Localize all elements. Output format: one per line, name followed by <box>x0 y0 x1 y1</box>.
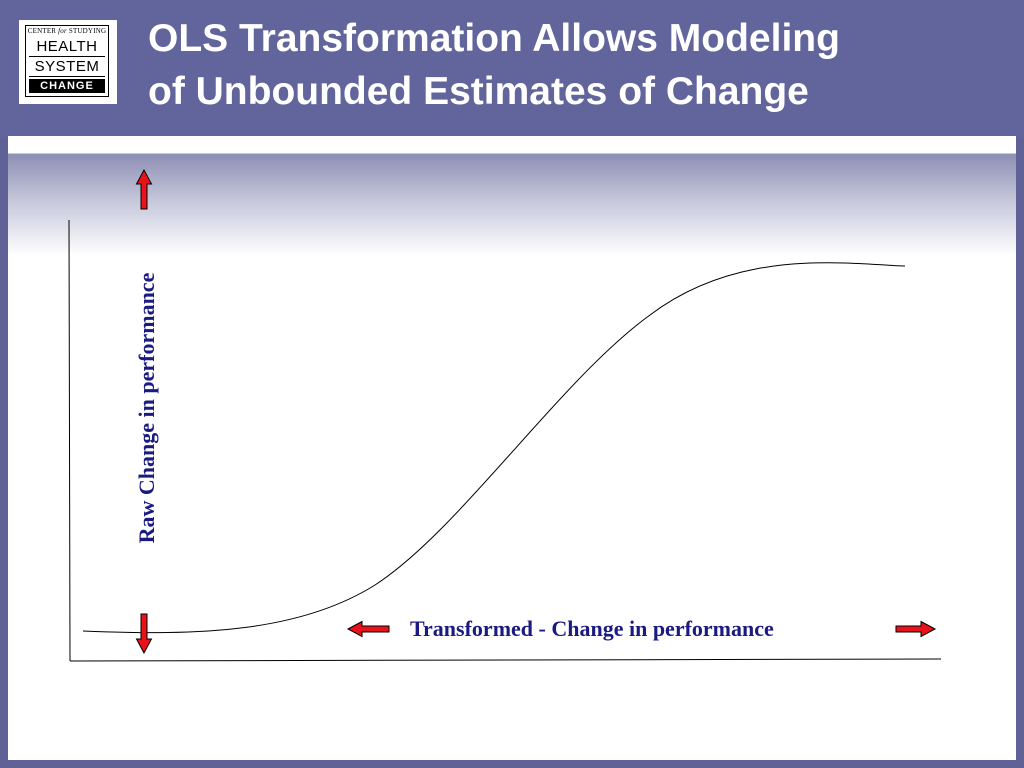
content-gradient-band <box>8 154 1016 256</box>
content-top-bar <box>8 136 1016 154</box>
x-axis-label: Transformed - Change in performance <box>410 616 774 641</box>
logo-frame: CENTER for STUDYING HEALTH SYSTEM CHANGE <box>25 25 109 97</box>
logo-divider <box>29 56 105 57</box>
arrow-up-icon <box>135 168 153 210</box>
title-line-2: of Unbounded Estimates of Change <box>148 70 809 113</box>
arrow-down-icon <box>135 613 153 655</box>
y-axis-line <box>68 219 71 662</box>
logo-top-text: CENTER for STUDYING <box>27 27 107 35</box>
arrow-left-icon <box>346 620 390 638</box>
logo-system: SYSTEM <box>34 58 100 75</box>
hsc-logo: CENTER for STUDYING HEALTH SYSTEM CHANGE <box>19 20 117 104</box>
slide-content-area <box>8 136 1016 760</box>
logo-change: CHANGE <box>29 79 105 93</box>
slide-header: CENTER for STUDYING HEALTH SYSTEM CHANGE… <box>0 0 1024 138</box>
title-line-1: OLS Transformation Allows Modeling <box>148 17 840 60</box>
sigmoid-curve <box>82 262 906 634</box>
arrow-right-icon <box>895 620 937 638</box>
logo-health: HEALTH <box>36 38 98 55</box>
x-axis-line <box>69 658 942 662</box>
y-axis-label: Raw Change in performance <box>134 272 159 544</box>
logo-divider <box>29 76 105 77</box>
slide-title: OLS Transformation Allows Modeling of Un… <box>148 12 1008 118</box>
